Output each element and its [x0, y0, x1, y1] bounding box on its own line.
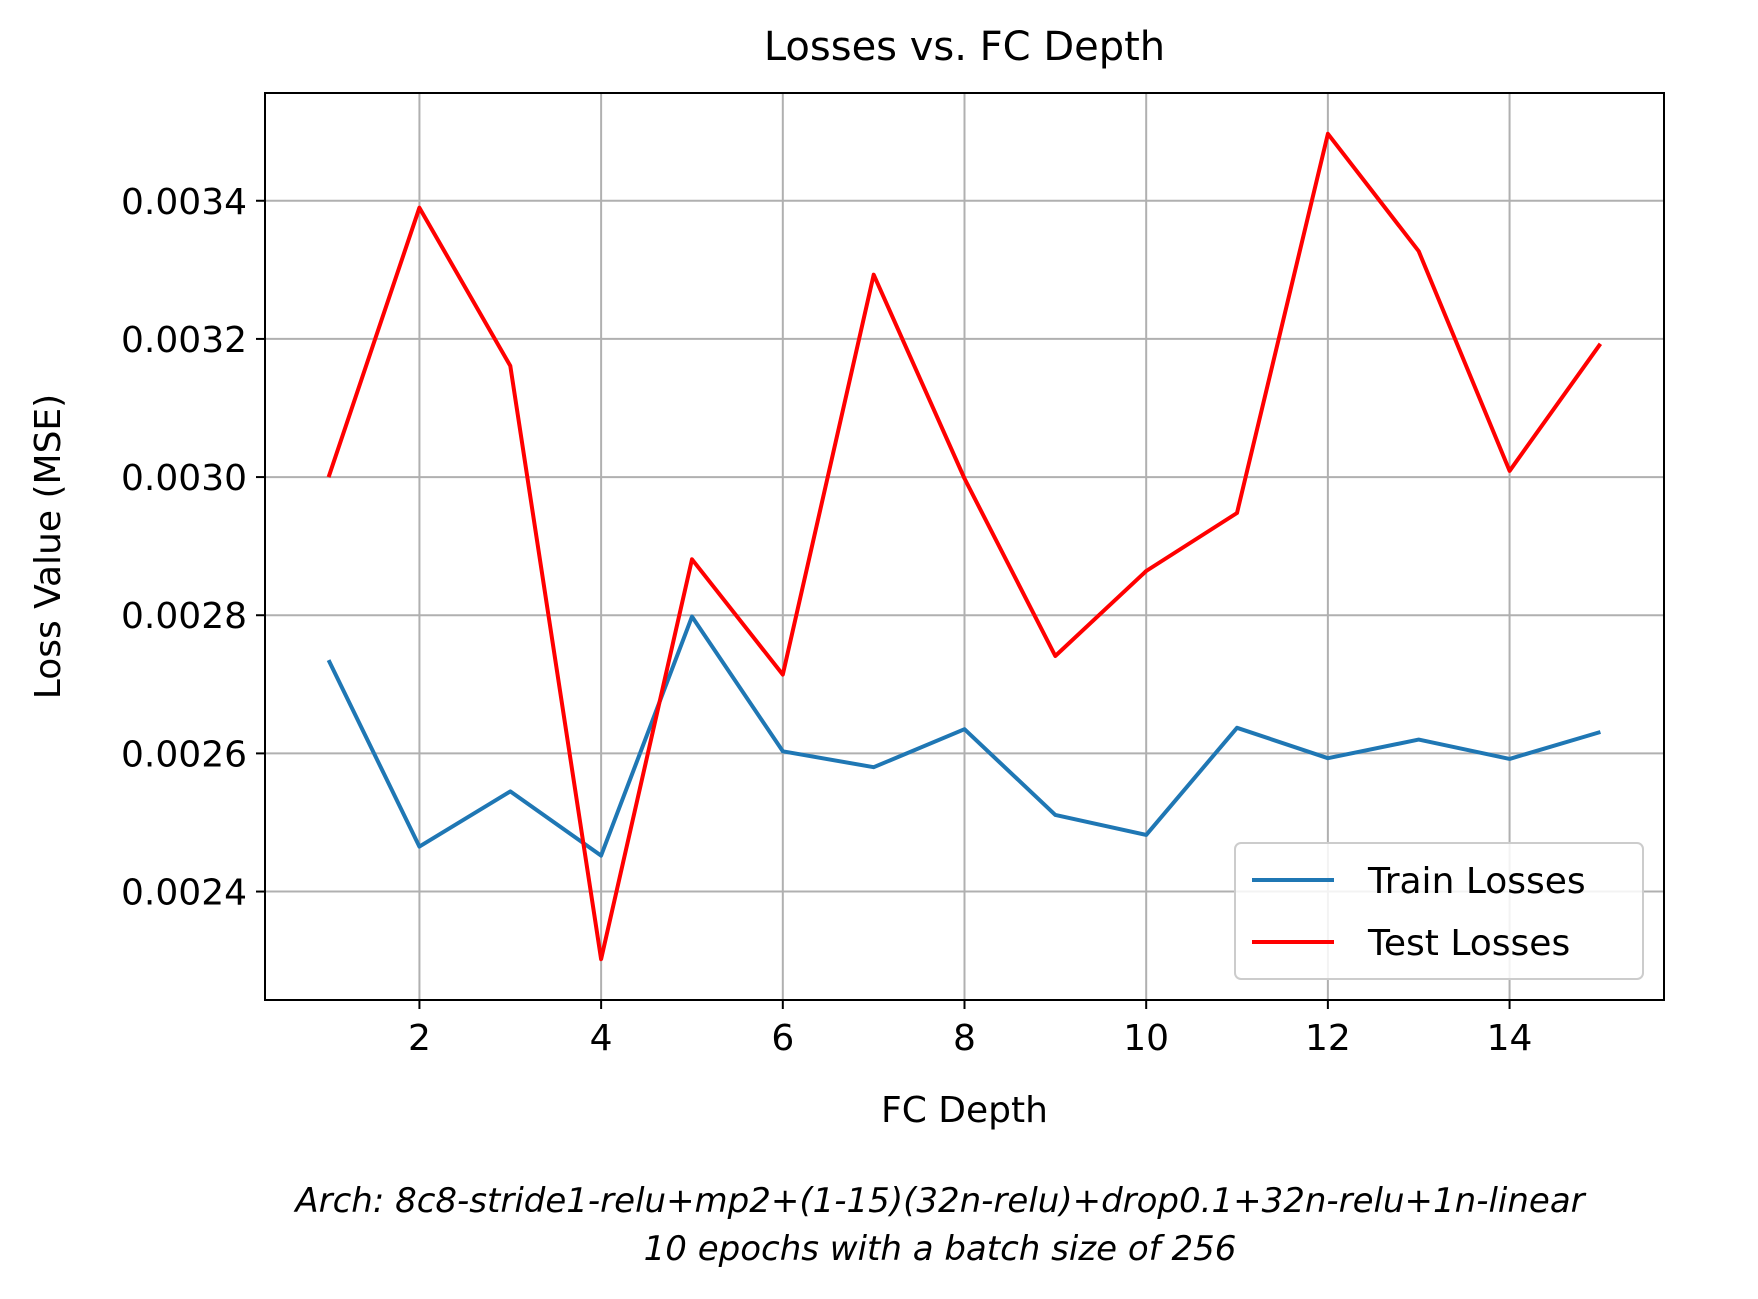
- x-tick-label: 14: [1487, 1018, 1533, 1059]
- legend-label-train: Train Losses: [1367, 861, 1586, 902]
- y-tick-label: 0.0034: [121, 182, 247, 223]
- caption-training: 10 epochs with a batch size of 256: [644, 1229, 1237, 1269]
- legend: Train Losses Test Losses: [1234, 842, 1644, 980]
- x-tick-label: 12: [1305, 1018, 1351, 1059]
- y-tick-label: 0.0028: [121, 596, 247, 637]
- axis-ticks: 2 4 6 8 10 12 14 0.0024 0.0026 0.0028 0.0030 0.0032…: [121, 182, 1532, 1059]
- x-tick-label: 8: [953, 1018, 976, 1059]
- caption-architecture: Arch: 8c8-stride1-relu+mp2+(1-15)(32n-re…: [293, 1181, 1586, 1221]
- y-tick-label: 0.0030: [121, 458, 247, 499]
- legend-box: [1234, 842, 1644, 980]
- y-tick-label: 0.0032: [121, 320, 247, 361]
- legend-label-test: Test Losses: [1367, 923, 1570, 964]
- x-tick-label: 10: [1123, 1018, 1169, 1059]
- y-tick-label: 0.0024: [121, 873, 247, 914]
- x-tick-label: 6: [771, 1018, 794, 1059]
- x-axis-label: FC Depth: [881, 1090, 1048, 1131]
- y-tick-label: 0.0026: [121, 734, 247, 775]
- chart-title: Losses vs. FC Depth: [764, 24, 1165, 70]
- grid-lines: [265, 93, 1664, 1000]
- series-line-train: [326, 614, 1601, 858]
- x-tick-label: 2: [408, 1018, 431, 1059]
- x-tick-label: 4: [590, 1018, 613, 1059]
- y-axis-label: Loss Value (MSE): [28, 394, 69, 699]
- series-line-test: [326, 131, 1603, 962]
- series-lines: [326, 131, 1603, 962]
